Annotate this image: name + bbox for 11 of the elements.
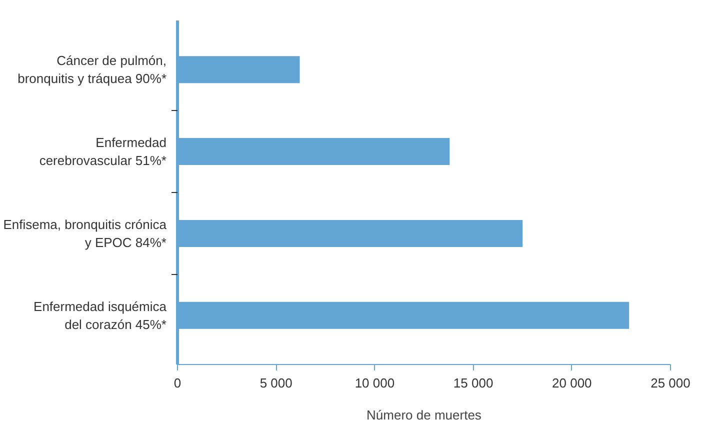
x-tick-label: 25 000	[650, 376, 690, 390]
x-tick-label: 10 000	[354, 376, 395, 390]
x-tick-label: 15 000	[453, 376, 494, 390]
y-tick-label: Enfisema, bronquitis crónica y EPOC 84%*	[3, 216, 168, 250]
x-tick-label: 5 000	[260, 376, 292, 390]
x-axis-title: Número de muertes	[366, 408, 482, 422]
x-tick-label: 0	[174, 376, 182, 390]
y-tick-label: Enfermedad cerebrovascular 51%*	[39, 135, 167, 168]
y-tick-label: Enfermedad isquémica del corazón 45%*	[34, 298, 168, 332]
y-tick-label: Cáncer de pulmón, bronquitis y tráquea 90%*	[18, 53, 167, 86]
x-tick-label: 20 000	[552, 376, 592, 390]
